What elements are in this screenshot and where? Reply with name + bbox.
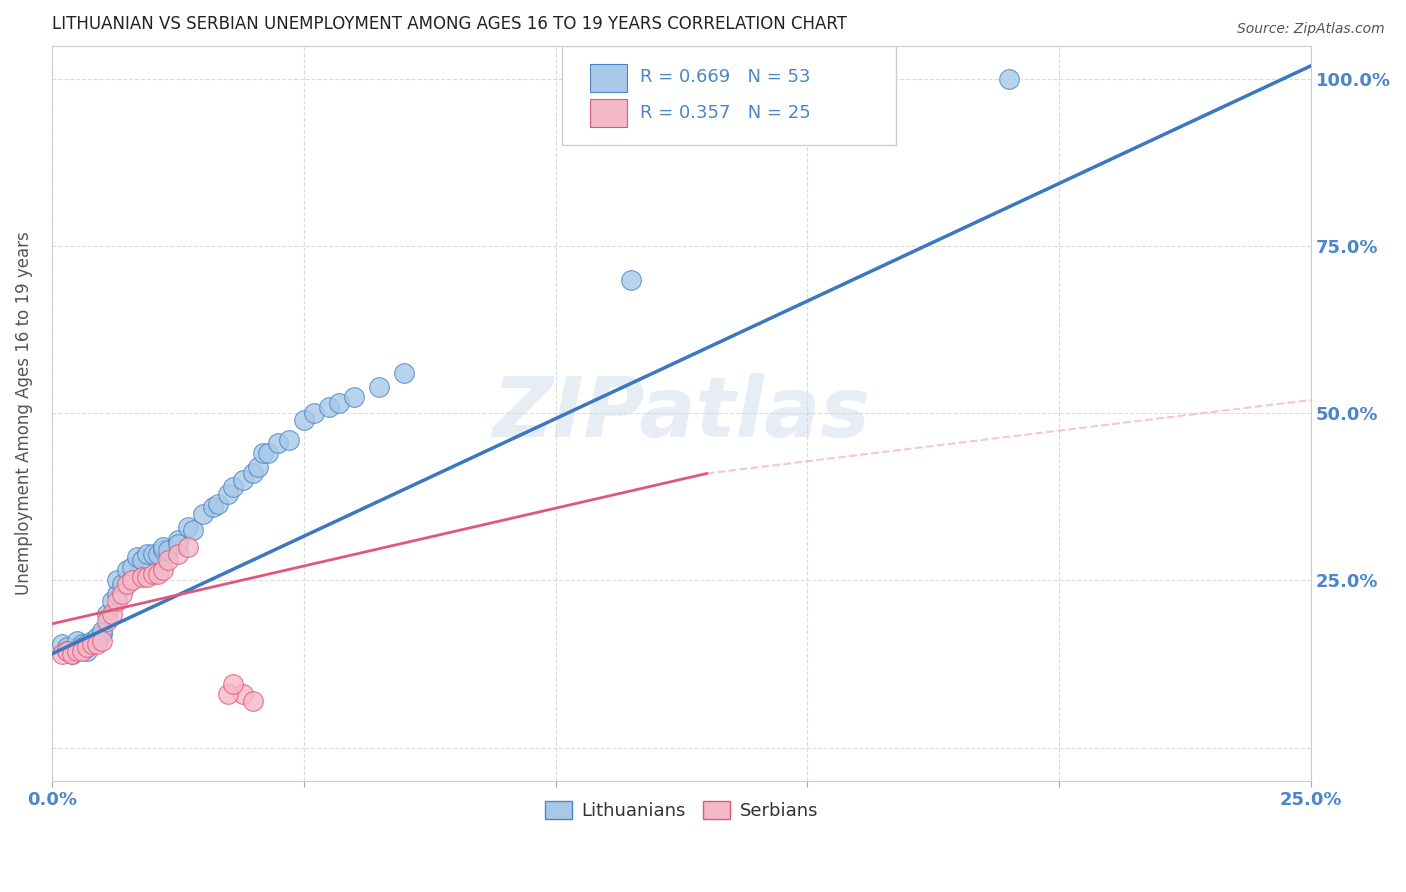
Point	[131, 553, 153, 567]
Point	[86, 630, 108, 644]
Point	[146, 547, 169, 561]
Point	[91, 633, 114, 648]
Point	[96, 614, 118, 628]
Point	[166, 547, 188, 561]
Point	[156, 543, 179, 558]
Text: Source: ZipAtlas.com: Source: ZipAtlas.com	[1237, 22, 1385, 37]
Point	[91, 624, 114, 638]
Point	[76, 640, 98, 655]
Point	[141, 566, 163, 581]
Point	[60, 647, 83, 661]
FancyBboxPatch shape	[589, 99, 627, 127]
Point	[60, 647, 83, 661]
Y-axis label: Unemployment Among Ages 16 to 19 years: Unemployment Among Ages 16 to 19 years	[15, 231, 32, 595]
Point	[131, 570, 153, 584]
Point	[242, 694, 264, 708]
Point	[998, 72, 1021, 87]
Text: R = 0.669   N = 53: R = 0.669 N = 53	[640, 69, 810, 87]
Point	[242, 467, 264, 481]
Point	[247, 459, 270, 474]
Point	[368, 379, 391, 393]
Point	[66, 643, 89, 657]
Point	[222, 677, 245, 691]
Legend: Lithuanians, Serbians: Lithuanians, Serbians	[537, 793, 825, 827]
Point	[146, 566, 169, 581]
Text: ZIPatlas: ZIPatlas	[492, 373, 870, 454]
Point	[136, 547, 159, 561]
Point	[267, 436, 290, 450]
Point	[257, 446, 280, 460]
Point	[181, 524, 204, 538]
Point	[177, 520, 200, 534]
FancyBboxPatch shape	[589, 64, 627, 92]
Point	[343, 390, 366, 404]
Point	[51, 647, 73, 661]
Point	[56, 643, 79, 657]
Point	[56, 640, 79, 655]
Point	[76, 637, 98, 651]
Point	[105, 587, 128, 601]
Point	[277, 433, 299, 447]
Point	[117, 576, 139, 591]
Point	[121, 574, 143, 588]
Point	[70, 637, 93, 651]
Point	[56, 643, 79, 657]
Point	[105, 593, 128, 607]
Point	[620, 272, 643, 286]
Point	[201, 500, 224, 514]
Point	[292, 413, 315, 427]
FancyBboxPatch shape	[562, 45, 896, 145]
Point	[152, 540, 174, 554]
Point	[217, 486, 239, 500]
Point	[51, 637, 73, 651]
Text: LITHUANIAN VS SERBIAN UNEMPLOYMENT AMONG AGES 16 TO 19 YEARS CORRELATION CHART: LITHUANIAN VS SERBIAN UNEMPLOYMENT AMONG…	[52, 15, 846, 33]
Point	[101, 593, 124, 607]
Point	[191, 507, 214, 521]
Point	[76, 643, 98, 657]
Point	[136, 570, 159, 584]
Point	[207, 497, 229, 511]
Point	[111, 576, 134, 591]
Point	[394, 366, 416, 380]
Point	[318, 400, 340, 414]
Point	[152, 543, 174, 558]
Point	[232, 473, 254, 487]
Point	[232, 687, 254, 701]
Point	[252, 446, 274, 460]
Point	[156, 553, 179, 567]
Point	[127, 549, 149, 564]
Point	[152, 563, 174, 577]
Point	[111, 587, 134, 601]
Point	[121, 560, 143, 574]
Point	[302, 406, 325, 420]
Point	[70, 640, 93, 655]
Point	[91, 627, 114, 641]
Text: R = 0.357   N = 25: R = 0.357 N = 25	[640, 104, 811, 122]
Point	[222, 480, 245, 494]
Point	[328, 396, 350, 410]
Point	[66, 633, 89, 648]
Point	[105, 574, 128, 588]
Point	[217, 687, 239, 701]
Point	[177, 540, 200, 554]
Point	[80, 637, 103, 651]
Point	[117, 563, 139, 577]
Point	[101, 607, 124, 621]
Point	[166, 537, 188, 551]
Point	[141, 547, 163, 561]
Point	[80, 633, 103, 648]
Point	[70, 643, 93, 657]
Point	[86, 637, 108, 651]
Point	[166, 533, 188, 548]
Point	[96, 607, 118, 621]
